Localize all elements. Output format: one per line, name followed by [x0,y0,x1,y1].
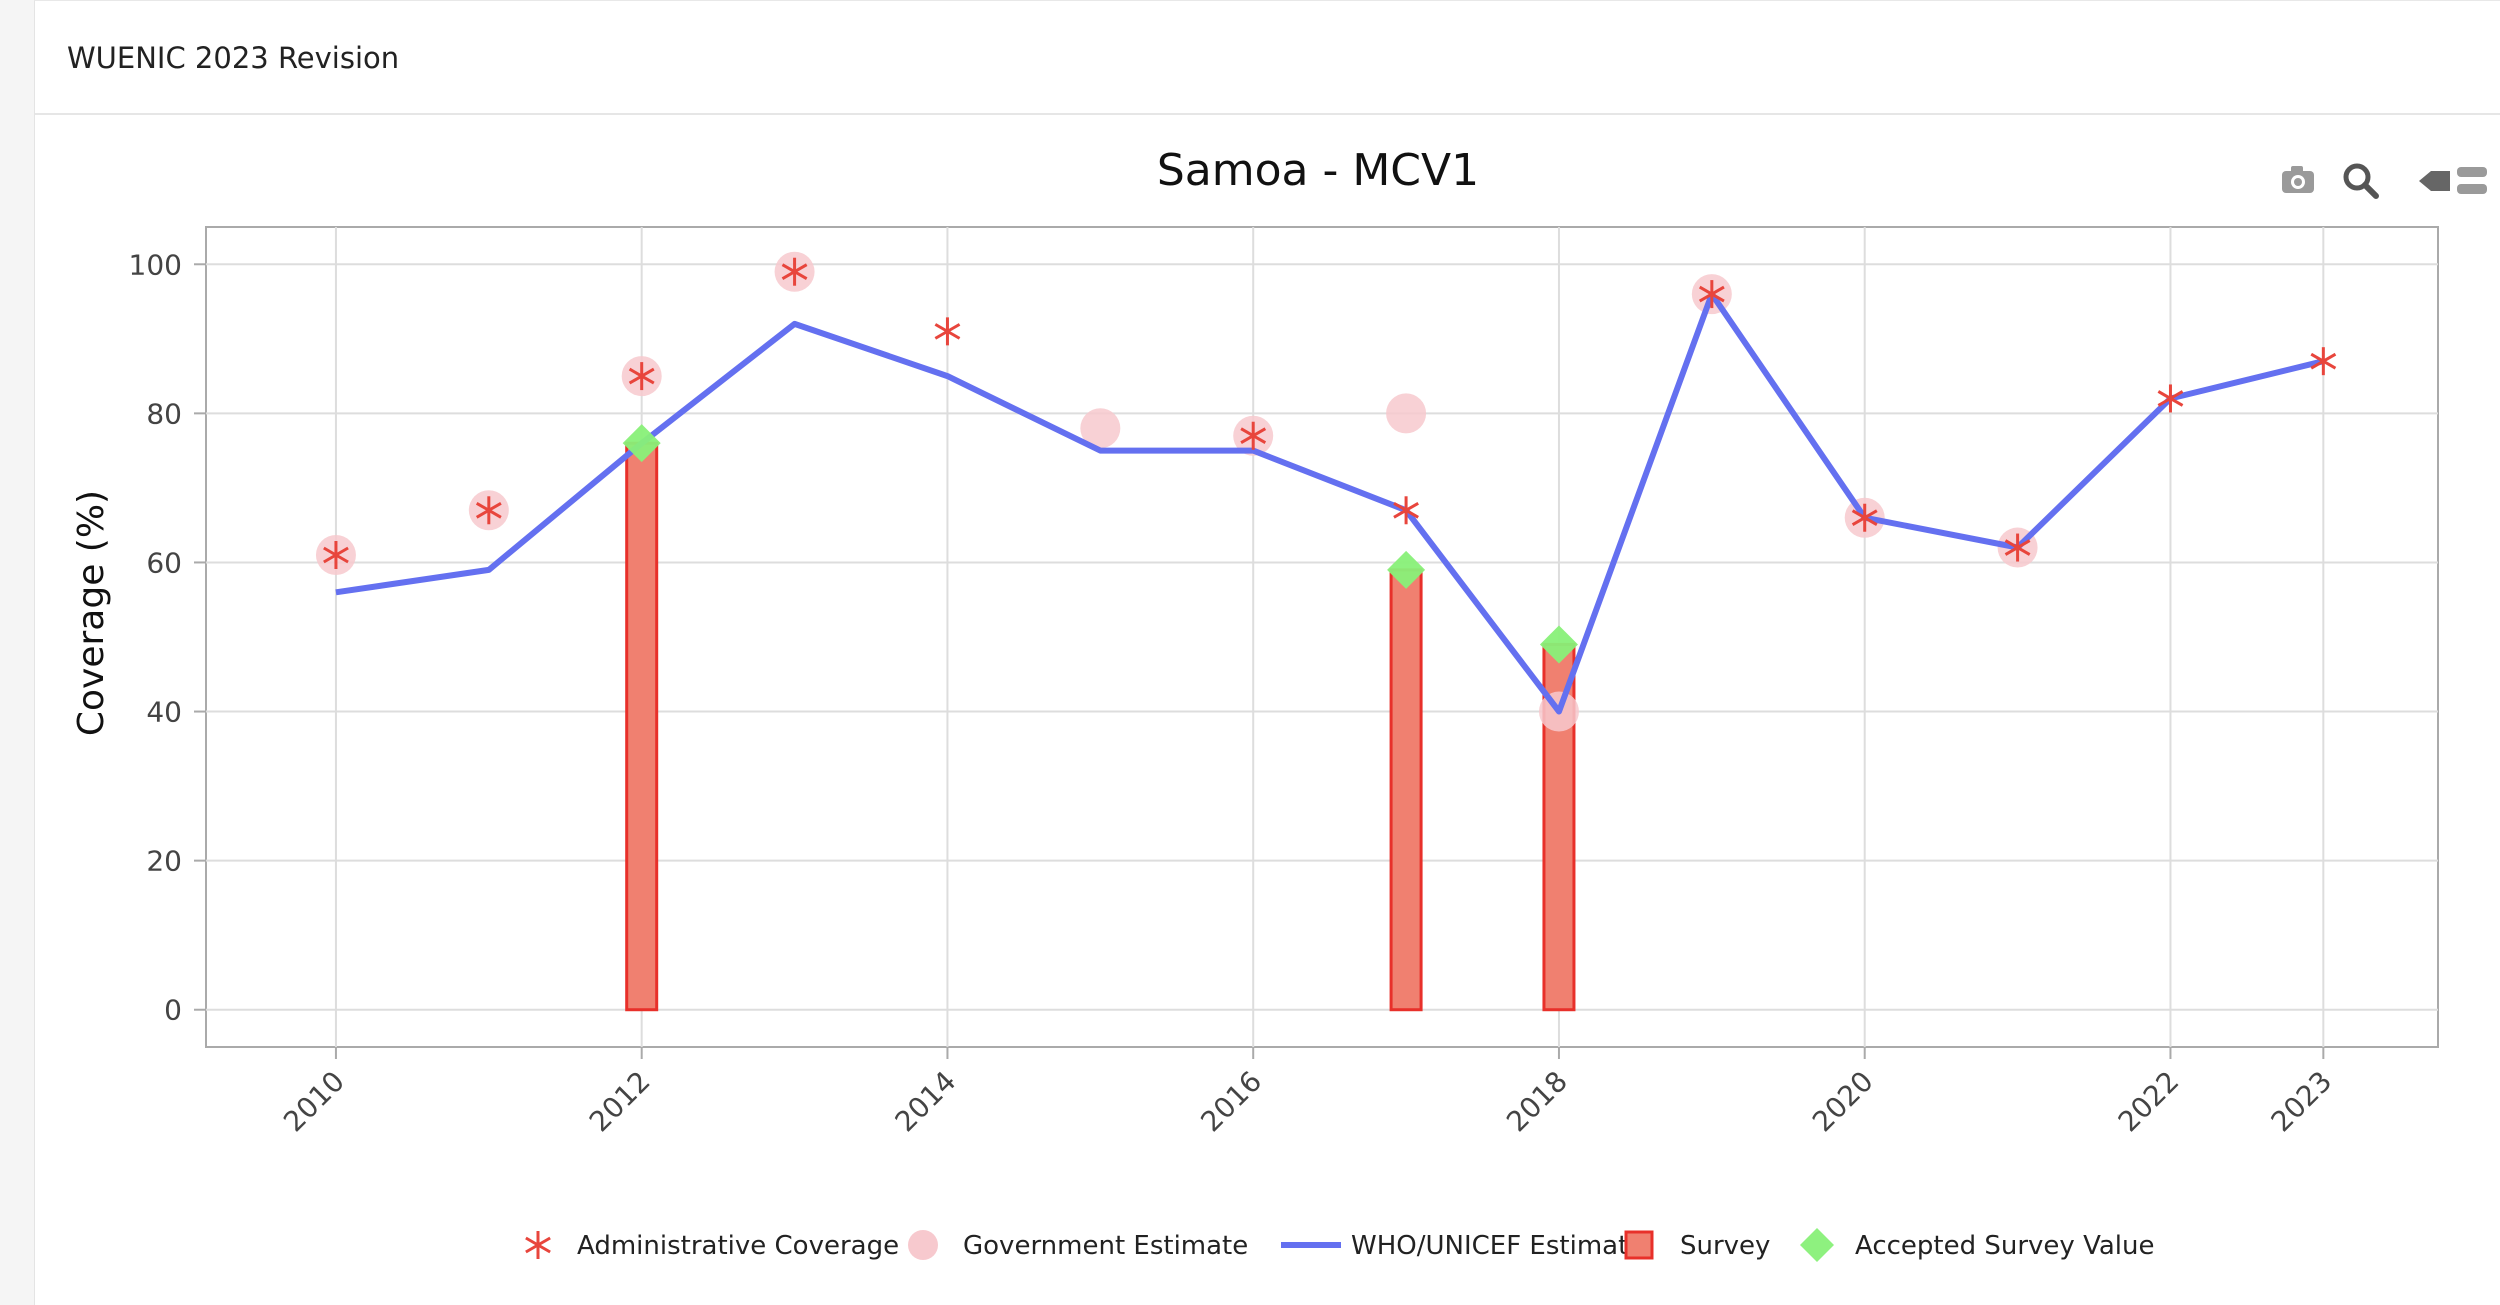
camera-icon[interactable] [2282,166,2314,193]
y-tick-label: 40 [146,696,182,729]
legend-label: Accepted Survey Value [1855,1231,2154,1261]
administrative-coverage-point [934,317,961,346]
accepted-survey-point [1387,550,1426,589]
zoom-lens [2343,163,2371,191]
legend-label: Government Estimate [963,1231,1248,1261]
legend-label: WHO/UNICEF Estimate [1351,1231,1644,1261]
chart-card: WUENIC 2023 Revision Samoa - MCV1 Covera… [34,0,2500,1305]
administrative-coverage-point [2310,347,2337,376]
y-tick-label: 80 [146,397,182,430]
survey-bar [625,441,659,1012]
toggle-bar-bottom [2457,184,2487,194]
legend-label: Survey [1680,1231,1770,1261]
camera-lens-inner [2294,178,2302,186]
x-tick-label: 2012 [583,1065,657,1139]
card-title: WUENIC 2023 Revision [67,41,400,75]
who-unicef-estimate-line [335,291,2325,715]
legend-item-survey[interactable]: Survey [1624,1230,1770,1261]
zoom-handle [2362,182,2379,199]
accepted-survey-point [622,424,661,463]
coverage-chart: Samoa - MCV1 Coverage (%) 0 20 40 60 80 100 20… [71,145,2487,1262]
plot-frame [205,226,2439,1048]
y-tick-label: 100 [129,248,182,281]
legend-symbol-survey [1624,1230,1654,1260]
pan-icon[interactable] [2419,171,2450,191]
administrative-coverage-point [781,257,808,286]
legend-symbol-accepted [1800,1228,1834,1262]
administrative-coverage-point [1851,503,1878,532]
y-tick-label: 60 [146,546,182,579]
zoom-icon[interactable] [2343,163,2379,199]
legend-label: Administrative Coverage [577,1231,899,1261]
administrative-coverage-point [2157,384,2184,413]
administrative-coverage-point [1240,421,1267,450]
administrative-coverage-point [475,496,502,525]
x-tick-label: 2018 [1500,1065,1574,1139]
pan-arrow [2419,171,2450,191]
modebar [2282,163,2487,199]
administrative-coverage-point [323,541,349,569]
legend-item-accepted-survey-value[interactable]: Accepted Survey Value [1800,1228,2154,1262]
chart-title: Samoa - MCV1 [1157,145,1479,196]
y-tick-label: 0 [164,994,182,1027]
y-axis-title: Coverage (%) [71,490,112,736]
accepted-survey-point [1539,625,1578,664]
legend-item-who-unicef-estimate[interactable]: WHO/UNICEF Estimate [1281,1231,1644,1261]
legend-symbol-administrative [525,1231,551,1259]
government-estimate-point [1386,393,1427,434]
x-tick-label: 2010 [277,1065,351,1139]
administrative-coverage-point [1698,280,1725,309]
administrative-coverage-point [2004,533,2031,562]
x-tick-label: 2020 [1806,1065,1880,1139]
x-tick-label: 2014 [889,1065,963,1139]
toggle-bar-top [2457,167,2487,177]
toggle-icon[interactable] [2457,167,2487,194]
plot-area: 0 20 40 60 80 100 2010 2012 2014 2016 2018 2020 2022… [129,226,2439,1139]
x-tick-label: 2022 [2112,1065,2186,1139]
y-tick-label: 20 [146,845,182,878]
legend-item-administrative-coverage[interactable]: Administrative Coverage [525,1231,899,1261]
survey-bar [1389,568,1423,1012]
x-tick-label: 2023 [2265,1065,2339,1139]
legend: Administrative Coverage Government Estima… [525,1228,2154,1262]
legend-symbol-government [908,1230,938,1260]
government-estimate-point [1080,408,1121,449]
camera-top [2291,166,2303,173]
administrative-coverage-point [1393,496,1419,525]
legend-item-government-estimate[interactable]: Government Estimate [908,1230,1248,1261]
administrative-coverage-point [628,362,655,391]
x-tick-label: 2016 [1194,1065,1268,1139]
card-header: WUENIC 2023 Revision [35,1,2500,115]
